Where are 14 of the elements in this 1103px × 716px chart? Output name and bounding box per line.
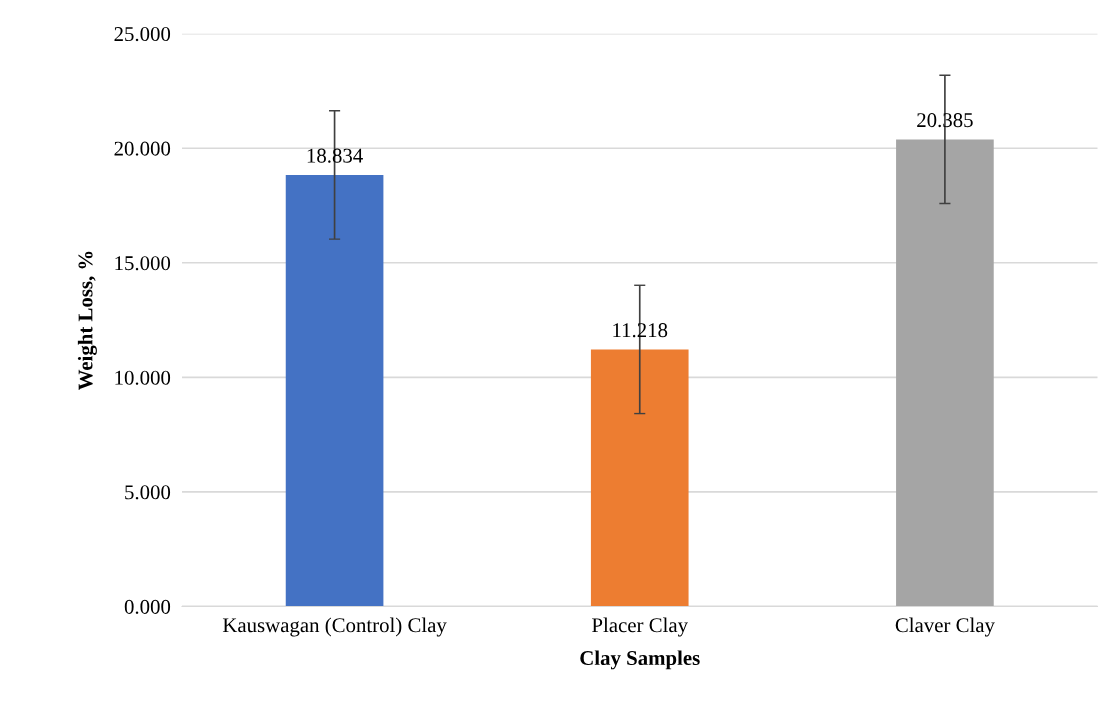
y-tick-label: 10.000 <box>115 370 171 385</box>
bar <box>896 139 994 607</box>
x-axis-title: Clay Samples <box>580 650 700 670</box>
y-tick-label: 25.000 <box>114 27 171 42</box>
y-tick-label: 0.000 <box>124 599 171 614</box>
x-tick-label: Claver Clay <box>895 617 995 637</box>
y-tick-label: 5.000 <box>125 485 171 500</box>
y-tick-label: 20.000 <box>114 141 171 156</box>
x-tick-label: Placer Clay <box>592 617 688 637</box>
bar <box>590 349 689 607</box>
y-tick-label: 15.000 <box>115 256 171 271</box>
y-axis-title: Weight Loss, % <box>77 251 97 391</box>
x-tick-label: Kauswagan (Control) Clay <box>222 617 447 637</box>
bar <box>285 174 384 607</box>
